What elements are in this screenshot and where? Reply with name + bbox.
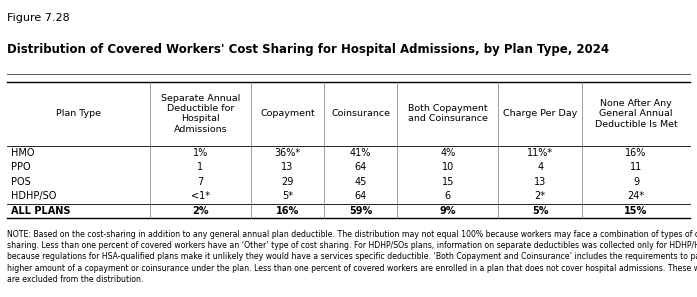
Text: 4: 4 [537,162,543,172]
Text: PPO: PPO [11,162,31,172]
Text: 10: 10 [442,162,454,172]
Text: Coinsurance: Coinsurance [331,109,390,118]
Text: 15: 15 [442,177,454,187]
Text: 4%: 4% [441,148,455,158]
Text: Plan Type: Plan Type [56,109,101,118]
Text: 45: 45 [355,177,367,187]
Text: 5%: 5% [532,206,549,216]
Text: 11: 11 [630,162,642,172]
Text: Both Copayment
and Coinsurance: Both Copayment and Coinsurance [408,104,488,123]
Text: ALL PLANS: ALL PLANS [11,206,70,216]
Text: 59%: 59% [349,206,372,216]
Text: 9: 9 [633,177,639,187]
Text: HDHP/SO: HDHP/SO [11,192,56,201]
Text: Figure 7.28: Figure 7.28 [7,13,70,23]
Text: 13: 13 [282,162,293,172]
Text: 11%*: 11%* [527,148,553,158]
Text: HMO: HMO [11,148,35,158]
Text: 36%*: 36%* [275,148,300,158]
Text: 64: 64 [355,192,367,201]
Text: POS: POS [11,177,31,187]
Text: Separate Annual
Deductible for
Hospital
Admissions: Separate Annual Deductible for Hospital … [161,94,240,134]
Text: 16%: 16% [625,148,647,158]
Text: Distribution of Covered Workers' Cost Sharing for Hospital Admissions, by Plan T: Distribution of Covered Workers' Cost Sh… [7,43,609,56]
Text: <1*: <1* [191,192,210,201]
Text: 29: 29 [282,177,293,187]
Text: Charge Per Day: Charge Per Day [503,109,577,118]
Text: 2*: 2* [535,192,546,201]
Text: 1%: 1% [193,148,208,158]
Text: 7: 7 [197,177,204,187]
Text: 41%: 41% [350,148,372,158]
Text: 64: 64 [355,162,367,172]
Text: NOTE: Based on the cost-sharing in addition to any general annual plan deductibl: NOTE: Based on the cost-sharing in addit… [7,230,697,285]
Text: 16%: 16% [276,206,299,216]
Text: 2%: 2% [192,206,208,216]
Text: 13: 13 [534,177,546,187]
Text: None After Any
General Annual
Deductible Is Met: None After Any General Annual Deductible… [595,99,677,129]
Text: 24*: 24* [627,192,645,201]
Text: 6: 6 [445,192,451,201]
Text: 1: 1 [197,162,204,172]
Text: 9%: 9% [440,206,456,216]
Text: 15%: 15% [625,206,648,216]
Text: 5*: 5* [282,192,293,201]
Text: Copayment: Copayment [260,109,315,118]
